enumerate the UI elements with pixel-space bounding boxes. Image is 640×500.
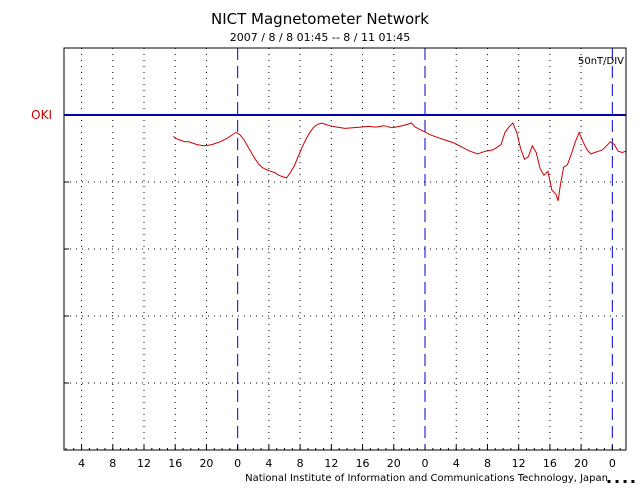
- x-tick-label: 12: [137, 457, 151, 470]
- x-tick-label: 4: [265, 457, 272, 470]
- plot-frame: [63, 47, 627, 451]
- x-tick-label: 12: [324, 457, 338, 470]
- x-tick-label: 16: [356, 457, 370, 470]
- series-label-oki: OKI: [31, 108, 52, 122]
- series-layer: [173, 122, 627, 201]
- x-tick-label: 0: [422, 457, 429, 470]
- scale-label: 50nT/DIV: [578, 56, 624, 67]
- x-tick-label: 20: [574, 457, 588, 470]
- x-ticks: 4 8 12 16 20 0 4 8 12 16 20 0 4 8 12 16 20 0: [65, 445, 621, 470]
- footer-credit: National Institute of Information and Co…: [245, 473, 608, 484]
- x-tick-label: 8: [297, 457, 304, 470]
- x-tick-label: 4: [453, 457, 460, 470]
- x-tick-label: 0: [234, 457, 241, 470]
- x-tick-label: 4: [78, 457, 85, 470]
- x-tick-label: 20: [387, 457, 401, 470]
- chart-title: NICT Magnetometer Network: [210, 10, 429, 28]
- chart-subtitle: 2007 / 8 / 8 01:45 -- 8 / 11 01:45: [229, 31, 411, 44]
- x-tick-label: 20: [199, 457, 213, 470]
- series-line-oki: [173, 122, 627, 201]
- x-tick-label: 16: [543, 457, 557, 470]
- x-tick-label: 0: [609, 457, 616, 470]
- grid: [64, 48, 626, 450]
- x-tick-label: 8: [109, 457, 116, 470]
- x-tick-label: 12: [512, 457, 526, 470]
- x-tick-label: 8: [484, 457, 491, 470]
- footer-mark: ▪ ▪ ▪ ▪: [607, 478, 636, 485]
- x-tick-label: 16: [168, 457, 182, 470]
- day-boundaries: [237, 48, 613, 450]
